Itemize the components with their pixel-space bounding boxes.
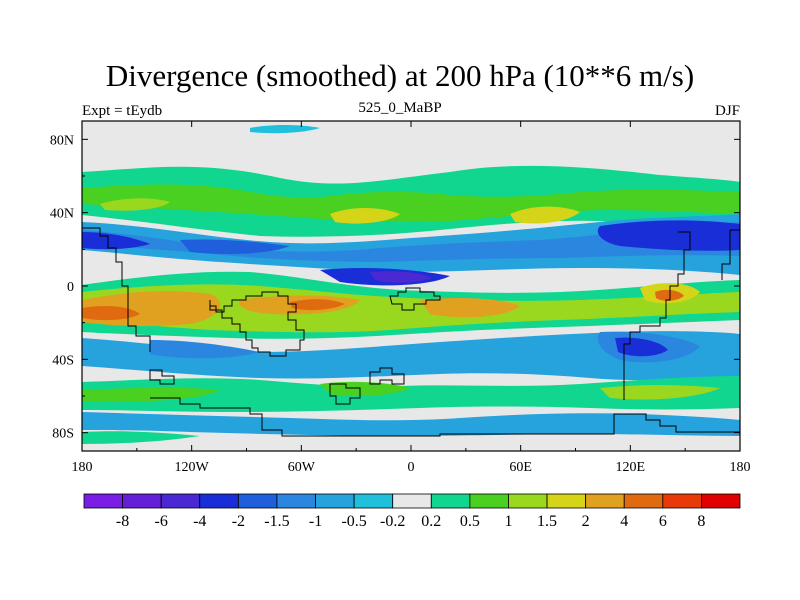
colorbar-label: -4 <box>193 513 206 530</box>
divergence-north-1 <box>82 184 740 222</box>
convergence-south-3 <box>150 340 260 359</box>
divergence-polar-1 <box>82 431 200 444</box>
convergence-band-polar <box>82 412 740 436</box>
convergence-strong-5 <box>370 271 432 283</box>
colorbar-swatch <box>199 493 239 509</box>
coastline-south-america <box>209 291 305 357</box>
colorbar-swatch <box>469 493 509 509</box>
colorbar-swatch <box>83 493 123 509</box>
divergence-south-3 <box>320 381 410 396</box>
colorbar-swatch <box>237 493 278 509</box>
colorbar-swatch <box>430 493 471 509</box>
colorbar-swatch <box>662 493 702 509</box>
colorbar: -8 -6 -4 -2 -1.5 -1 -0.5 -0.2 0.2 0.5 1 1.5 2 4 6 8 <box>83 493 741 530</box>
colorbar-label: 2 <box>582 513 590 530</box>
convergence-band-north <box>82 214 740 275</box>
coastline-antarctica <box>150 397 740 437</box>
divergence-north-2 <box>330 208 400 224</box>
coastline-island-3 <box>149 369 175 385</box>
colorbar-swatch <box>392 493 432 509</box>
convergence-top-1 <box>250 125 320 134</box>
x-tick-label: 180 <box>72 460 93 475</box>
divergence-field <box>82 121 740 451</box>
divergence-north-3 <box>510 206 580 224</box>
colorbar-swatch <box>508 493 548 509</box>
divergence-south-2 <box>600 385 720 400</box>
colorbar-label: -8 <box>116 513 129 530</box>
convergence-strong-2 <box>82 232 150 250</box>
colorbar-swatch <box>585 493 625 509</box>
colorbar-swatch <box>315 493 355 509</box>
x-tick-label: 60E <box>509 460 532 475</box>
colorbar-label: 1 <box>504 513 512 530</box>
colorbar-label: 6 <box>659 513 667 530</box>
y-tick-label: 0 <box>67 280 74 295</box>
divergence-south-1 <box>82 387 220 402</box>
colorbar-label: 4 <box>620 513 628 530</box>
coastline-north-america <box>82 227 151 352</box>
period-label: 525_0_MaBP <box>358 100 442 116</box>
y-tick-label: 40S <box>52 353 74 368</box>
y-tick-label: 40N <box>50 207 74 222</box>
colorbar-label: -1.5 <box>264 513 289 530</box>
convergence-strong-3 <box>180 239 290 254</box>
y-tick-label: 80N <box>50 133 74 148</box>
season-label: DJF <box>714 103 740 119</box>
convergence-band-south <box>82 331 740 381</box>
divergence-tropics-3 <box>82 306 140 321</box>
longitude-axis: 180 120W 60W 0 60E 120E 180 <box>72 121 751 475</box>
x-tick-label: 120W <box>175 460 210 475</box>
x-tick-label: 120E <box>616 460 646 475</box>
colorbar-swatch <box>122 493 162 509</box>
divergence-tropics-5 <box>290 299 345 311</box>
colorbar-swatch <box>353 493 394 509</box>
convergence-strong-1 <box>597 220 740 251</box>
colorbar-label: -6 <box>155 513 168 530</box>
colorbar-label: -0.5 <box>341 513 366 530</box>
coastline-africa <box>389 287 441 311</box>
colorbar-label: -1 <box>309 513 322 530</box>
colorbar-swatch <box>160 493 201 509</box>
colorbar-swatch <box>623 493 664 509</box>
colorbar-label: 0.5 <box>460 513 480 530</box>
colorbar-label: 1.5 <box>537 513 557 530</box>
colorbar-swatch <box>276 493 316 509</box>
plot-title: Divergence (smoothed) at 200 hPa (10**6 … <box>105 58 695 93</box>
divergence-north-4 <box>100 198 170 211</box>
colorbar-label: 8 <box>697 513 705 530</box>
colorbar-swatch <box>701 493 741 509</box>
divergence-band-south <box>82 376 740 412</box>
coastline-island-1 <box>369 367 405 385</box>
colorbar-label: -2 <box>232 513 245 530</box>
colorbar-label: 0.2 <box>421 513 441 530</box>
latitude-axis: 80N 40N 0 40S 80S <box>50 133 740 442</box>
coastline-australia <box>623 231 691 400</box>
divergence-tropics-6 <box>420 298 520 318</box>
x-tick-label: 180 <box>730 460 751 475</box>
colorbar-label: -0.2 <box>380 513 405 530</box>
coastline-island-2 <box>329 383 361 405</box>
coastline-island-4 <box>721 229 740 280</box>
x-tick-label: 0 <box>408 460 415 475</box>
x-tick-label: 60W <box>288 460 316 475</box>
colorbar-swatch <box>546 493 587 509</box>
y-tick-label: 80S <box>52 427 74 442</box>
convergence-south-2 <box>615 337 668 357</box>
experiment-label: Expt = tEydb <box>82 103 163 119</box>
